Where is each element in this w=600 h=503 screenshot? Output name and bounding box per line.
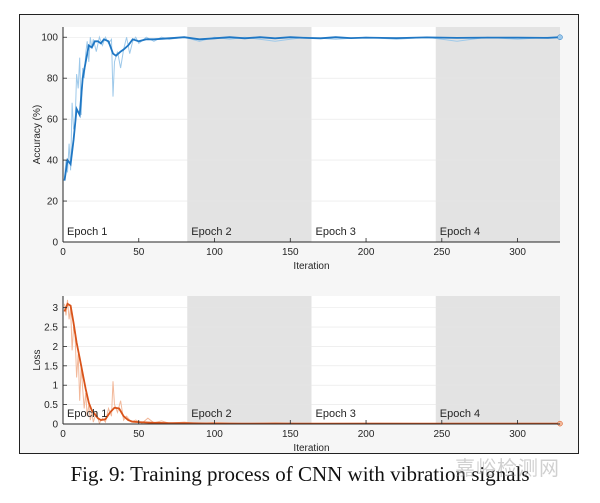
accuracy-x-tick-label-3: 150 — [282, 247, 299, 258]
loss-epoch-band-2 — [187, 296, 312, 424]
loss-y-tick-label-4: 2 — [52, 342, 58, 353]
accuracy-epoch-band-2 — [187, 27, 312, 242]
loss-x-axis-label: Iteration — [293, 443, 329, 454]
accuracy-y-tick-label-1: 20 — [47, 197, 59, 208]
accuracy-x-tick-label-1: 50 — [133, 247, 145, 258]
accuracy-epoch-label-2: Epoch 2 — [191, 226, 231, 238]
accuracy-epoch-label-4: Epoch 4 — [440, 226, 480, 238]
accuracy-x-tick-label-4: 200 — [358, 247, 375, 258]
accuracy-y-tick-label-5: 100 — [41, 33, 58, 44]
loss-y-tick-label-6: 3 — [52, 303, 58, 314]
accuracy-x-tick-label-0: 0 — [60, 247, 66, 258]
accuracy-y-tick-label-2: 40 — [47, 156, 59, 167]
loss-y-tick-label-0: 0 — [52, 420, 58, 431]
accuracy-y-tick-label-0: 0 — [52, 238, 58, 249]
accuracy-y-tick-label-4: 80 — [47, 74, 59, 85]
figure-caption: Fig. 9: Training process of CNN with vib… — [70, 462, 530, 486]
accuracy-x-axis-label: Iteration — [293, 261, 329, 272]
loss-y-axis-label: Loss — [32, 349, 43, 370]
loss-y-tick-label-1: 0.5 — [44, 400, 58, 411]
accuracy-epoch-band-4 — [435, 27, 560, 242]
loss-epoch-label-2: Epoch 2 — [191, 408, 231, 420]
accuracy-x-tick-label-5: 250 — [433, 247, 450, 258]
loss-y-tick-label-2: 1 — [52, 381, 58, 392]
loss-x-tick-label-0: 0 — [60, 429, 66, 440]
loss-x-tick-label-3: 150 — [282, 429, 299, 440]
watermark: 嘉峪检测网 — [455, 456, 560, 480]
loss-x-tick-label-6: 300 — [509, 429, 526, 440]
loss-epoch-label-4: Epoch 4 — [440, 408, 480, 420]
accuracy-epoch-label-3: Epoch 3 — [316, 226, 356, 238]
accuracy-y-tick-label-3: 60 — [47, 115, 59, 126]
accuracy-y-axis-label: Accuracy (%) — [32, 105, 43, 164]
accuracy-x-tick-label-6: 300 — [509, 247, 526, 258]
accuracy-smoothed-series-line — [63, 36, 561, 181]
loss-epoch-label-3: Epoch 3 — [316, 408, 356, 420]
loss-x-tick-label-2: 100 — [206, 429, 223, 440]
accuracy-x-tick-label-2: 100 — [206, 247, 223, 258]
loss-epoch-label-1: Epoch 1 — [67, 408, 107, 420]
accuracy-final-point — [557, 34, 563, 40]
loss-y-tick-label-5: 2.5 — [44, 323, 58, 334]
loss-x-tick-label-1: 50 — [133, 429, 145, 440]
accuracy-epoch-label-1: Epoch 1 — [67, 226, 107, 238]
loss-x-tick-label-4: 200 — [358, 429, 375, 440]
loss-y-tick-label-3: 1.5 — [44, 361, 58, 372]
loss-x-tick-label-5: 250 — [433, 429, 450, 440]
loss-epoch-band-4 — [435, 296, 560, 424]
